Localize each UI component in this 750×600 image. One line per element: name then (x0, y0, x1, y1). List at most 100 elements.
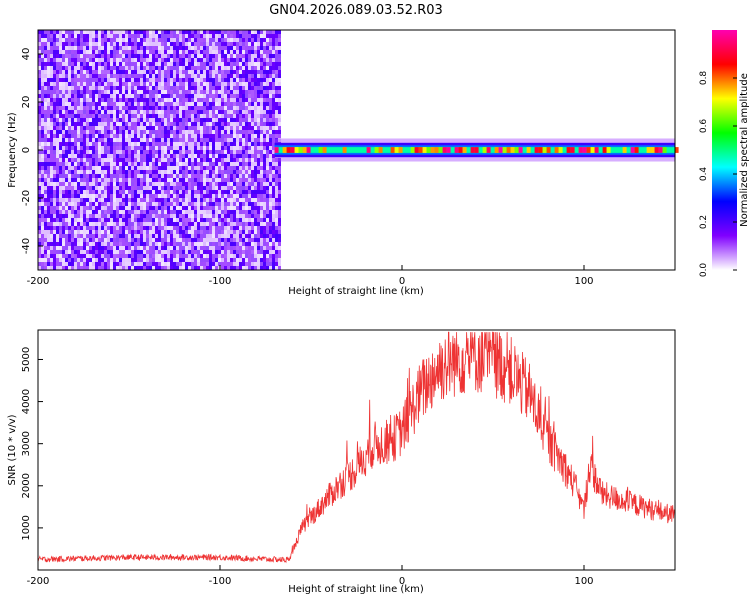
noise-cell (200, 54, 203, 58)
noise-cell (125, 54, 128, 58)
noise-cell (161, 66, 164, 70)
noise-cell (209, 150, 212, 154)
noise-cell (125, 166, 128, 170)
noise-cell (53, 250, 56, 254)
noise-cell (86, 42, 89, 46)
noise-cell (194, 246, 197, 250)
noise-cell (206, 122, 209, 126)
noise-cell (152, 186, 155, 190)
noise-cell (215, 214, 218, 218)
noise-cell (89, 38, 92, 42)
noise-cell (224, 174, 227, 178)
noise-cell (47, 182, 50, 186)
noise-cell (89, 174, 92, 178)
noise-cell (242, 106, 245, 110)
signal-band-segment (282, 147, 287, 153)
noise-cell (173, 226, 176, 230)
noise-cell (119, 174, 122, 178)
noise-cell (38, 154, 41, 158)
noise-cell (242, 178, 245, 182)
noise-cell (80, 62, 83, 66)
noise-cell (176, 242, 179, 246)
noise-cell (242, 138, 245, 142)
noise-cell (239, 50, 242, 54)
noise-cell (254, 246, 257, 250)
noise-cell (260, 246, 263, 250)
noise-cell (143, 190, 146, 194)
noise-cell (266, 178, 269, 182)
noise-cell (185, 250, 188, 254)
noise-cell (47, 218, 50, 222)
noise-cell (155, 202, 158, 206)
noise-cell (119, 126, 122, 130)
noise-cell (77, 34, 80, 38)
noise-cell (125, 182, 128, 186)
noise-cell (173, 122, 176, 126)
noise-cell (218, 182, 221, 186)
noise-cell (179, 82, 182, 86)
noise-cell (194, 262, 197, 266)
noise-cell (158, 70, 161, 74)
noise-cell (65, 182, 68, 186)
noise-cell (107, 198, 110, 202)
noise-cell (191, 130, 194, 134)
noise-cell (143, 146, 146, 150)
noise-cell (113, 258, 116, 262)
noise-cell (239, 94, 242, 98)
noise-cell (179, 90, 182, 94)
noise-cell (95, 222, 98, 226)
noise-cell (98, 174, 101, 178)
noise-cell (230, 206, 233, 210)
noise-cell (170, 226, 173, 230)
noise-cell (128, 82, 131, 86)
noise-cell (149, 142, 152, 146)
noise-cell (86, 214, 89, 218)
noise-cell (158, 146, 161, 150)
noise-cell (116, 266, 119, 270)
noise-cell (230, 194, 233, 198)
noise-cell (125, 46, 128, 50)
noise-cell (128, 122, 131, 126)
noise-cell (185, 158, 188, 162)
noise-cell (77, 214, 80, 218)
noise-cell (212, 230, 215, 234)
noise-cell (254, 170, 257, 174)
noise-cell (263, 66, 266, 70)
noise-cell (233, 174, 236, 178)
noise-cell (242, 266, 245, 270)
noise-cell (41, 146, 44, 150)
noise-cell (242, 78, 245, 82)
noise-cell (71, 154, 74, 158)
noise-cell (197, 194, 200, 198)
noise-cell (155, 158, 158, 162)
noise-cell (59, 170, 62, 174)
noise-cell (191, 74, 194, 78)
noise-cell (131, 114, 134, 118)
noise-cell (89, 46, 92, 50)
noise-cell (275, 130, 278, 134)
noise-cell (68, 102, 71, 106)
noise-cell (266, 134, 269, 138)
noise-cell (203, 74, 206, 78)
noise-cell (137, 134, 140, 138)
noise-cell (155, 134, 158, 138)
noise-cell (209, 266, 212, 270)
noise-cell (245, 86, 248, 90)
noise-cell (74, 214, 77, 218)
noise-cell (221, 126, 224, 130)
noise-cell (182, 142, 185, 146)
noise-cell (65, 154, 68, 158)
noise-cell (71, 34, 74, 38)
noise-cell (269, 238, 272, 242)
snr-x-tick-label: 100 (574, 576, 593, 587)
noise-cell (200, 82, 203, 86)
noise-cell (56, 78, 59, 82)
noise-cell (68, 262, 71, 266)
noise-cell (149, 214, 152, 218)
noise-cell (140, 54, 143, 58)
noise-cell (269, 262, 272, 266)
noise-cell (119, 186, 122, 190)
noise-cell (95, 34, 98, 38)
noise-cell (74, 162, 77, 166)
noise-cell (53, 230, 56, 234)
